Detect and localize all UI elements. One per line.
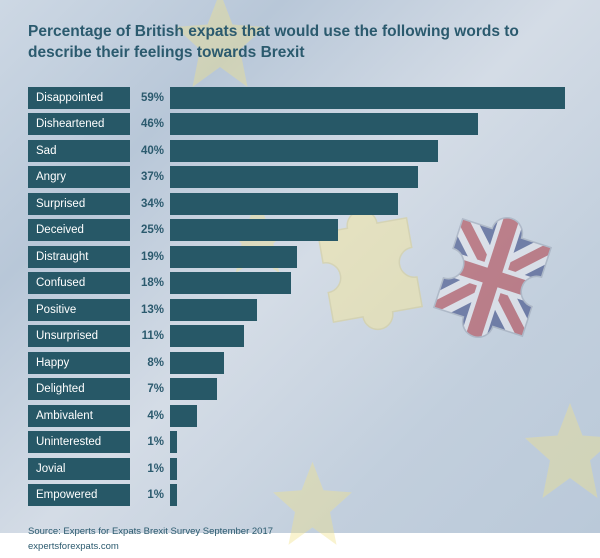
- bar-value: 18%: [130, 272, 170, 294]
- bar-value: 25%: [130, 219, 170, 241]
- bar-row: Ambivalent4%: [28, 404, 572, 428]
- bar-fill: [170, 431, 177, 453]
- bar-row: Deceived25%: [28, 218, 572, 242]
- bar-value: 7%: [130, 378, 170, 400]
- bar-value: 1%: [130, 431, 170, 453]
- bar-label: Unsurprised: [28, 325, 130, 347]
- bar-row: Disappointed59%: [28, 86, 572, 110]
- bar-track: [170, 458, 572, 480]
- bar-row: Disheartened46%: [28, 112, 572, 136]
- bar-value: 11%: [130, 325, 170, 347]
- source-text: Source: Experts for Expats Brexit Survey…: [28, 525, 572, 554]
- bar-track: [170, 352, 572, 374]
- bar-fill: [170, 325, 244, 347]
- bar-track: [170, 431, 572, 453]
- bar-value: 8%: [130, 352, 170, 374]
- bar-row: Unsurprised11%: [28, 324, 572, 348]
- bar-label: Distraught: [28, 246, 130, 268]
- bar-fill: [170, 140, 438, 162]
- bar-fill: [170, 219, 338, 241]
- bar-label: Empowered: [28, 484, 130, 506]
- bar-track: [170, 299, 572, 321]
- bar-label: Happy: [28, 352, 130, 374]
- bar-fill: [170, 352, 224, 374]
- bar-value: 4%: [130, 405, 170, 427]
- bar-track: [170, 246, 572, 268]
- bar-value: 37%: [130, 166, 170, 188]
- bar-row: Happy8%: [28, 351, 572, 375]
- bar-track: [170, 219, 572, 241]
- bar-track: [170, 272, 572, 294]
- bar-row: Sad40%: [28, 139, 572, 163]
- bar-fill: [170, 246, 297, 268]
- bar-fill: [170, 272, 291, 294]
- bar-track: [170, 484, 572, 506]
- bar-fill: [170, 113, 478, 135]
- bar-value: 46%: [130, 113, 170, 135]
- bar-track: [170, 140, 572, 162]
- bar-row: Surprised34%: [28, 192, 572, 216]
- bar-fill: [170, 378, 217, 400]
- bar-label: Delighted: [28, 378, 130, 400]
- bar-track: [170, 378, 572, 400]
- bar-label: Sad: [28, 140, 130, 162]
- bar-fill: [170, 484, 177, 506]
- bar-fill: [170, 458, 177, 480]
- bar-row: Empowered1%: [28, 483, 572, 507]
- chart-container: Percentage of British expats that would …: [0, 0, 600, 533]
- bar-fill: [170, 299, 257, 321]
- bar-track: [170, 166, 572, 188]
- bar-fill: [170, 87, 565, 109]
- bar-value: 19%: [130, 246, 170, 268]
- bar-label: Uninterested: [28, 431, 130, 453]
- bar-value: 1%: [130, 484, 170, 506]
- bar-value: 13%: [130, 299, 170, 321]
- bar-fill: [170, 193, 398, 215]
- source-line: Source: Experts for Expats Brexit Survey…: [28, 525, 572, 539]
- bar-label: Disappointed: [28, 87, 130, 109]
- bar-value: 59%: [130, 87, 170, 109]
- bar-row: Confused18%: [28, 271, 572, 295]
- bar-row: Delighted7%: [28, 377, 572, 401]
- bar-track: [170, 405, 572, 427]
- bar-fill: [170, 405, 197, 427]
- bar-row: Uninterested1%: [28, 430, 572, 454]
- bar-fill: [170, 166, 418, 188]
- bar-label: Positive: [28, 299, 130, 321]
- bar-label: Surprised: [28, 193, 130, 215]
- bar-label: Ambivalent: [28, 405, 130, 427]
- bar-label: Disheartened: [28, 113, 130, 135]
- bar-label: Jovial: [28, 458, 130, 480]
- bar-chart: Disappointed59%Disheartened46%Sad40%Angr…: [28, 86, 572, 508]
- source-line: expertsforexpats.com: [28, 540, 572, 554]
- bar-track: [170, 325, 572, 347]
- chart-title: Percentage of British expats that would …: [28, 22, 572, 64]
- bar-row: Positive13%: [28, 298, 572, 322]
- bar-value: 1%: [130, 458, 170, 480]
- bar-value: 34%: [130, 193, 170, 215]
- bar-value: 40%: [130, 140, 170, 162]
- bar-track: [170, 87, 572, 109]
- bar-label: Confused: [28, 272, 130, 294]
- bar-track: [170, 113, 572, 135]
- bar-row: Jovial1%: [28, 457, 572, 481]
- bar-label: Angry: [28, 166, 130, 188]
- bar-row: Angry37%: [28, 165, 572, 189]
- bar-track: [170, 193, 572, 215]
- bar-row: Distraught19%: [28, 245, 572, 269]
- bar-label: Deceived: [28, 219, 130, 241]
